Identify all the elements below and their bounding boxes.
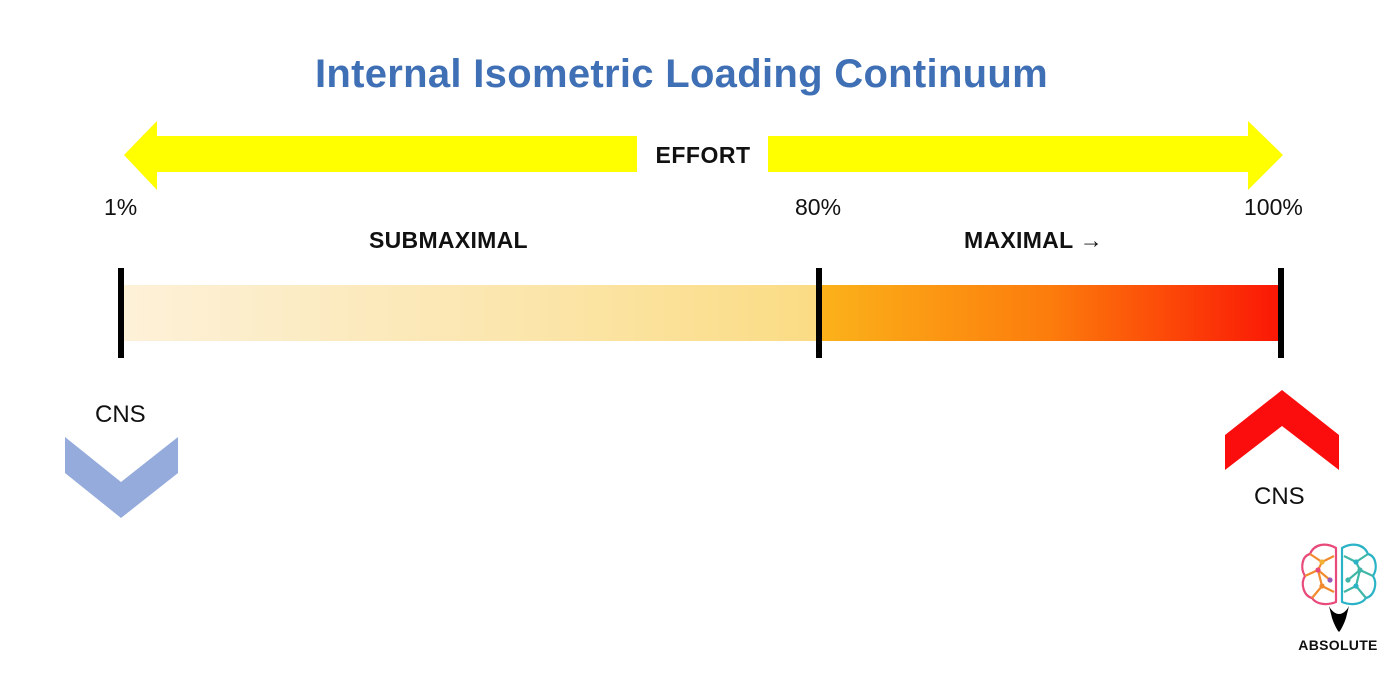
brain-logo-icon bbox=[1301, 543, 1377, 632]
submaximal-label: SUBMAXIMAL bbox=[369, 227, 528, 253]
cns-right-label: CNS bbox=[1254, 483, 1305, 510]
tick-1-percent bbox=[118, 268, 124, 358]
logo-text: ABSOLUTE bbox=[1298, 637, 1378, 653]
tick-100-percent bbox=[1278, 268, 1284, 358]
effort-arrow-left bbox=[124, 121, 637, 190]
percent-marker-1: 1% bbox=[104, 194, 138, 220]
tick-80-percent bbox=[816, 268, 822, 358]
effort-arrow-right bbox=[768, 121, 1283, 190]
percent-marker-100: 100% bbox=[1244, 194, 1303, 220]
cns-left-label: CNS bbox=[95, 401, 146, 428]
chevron-up-icon bbox=[1225, 390, 1339, 470]
effort-double-arrow-icon bbox=[124, 121, 1283, 190]
maximal-bar bbox=[820, 285, 1280, 341]
page-title: Internal Isometric Loading Continuum bbox=[314, 52, 1049, 96]
submaximal-bar bbox=[124, 285, 818, 341]
percent-marker-80: 80% bbox=[795, 194, 842, 220]
chevron-down-icon bbox=[65, 437, 178, 518]
maximal-label: MAXIMAL → bbox=[964, 227, 1103, 253]
effort-label: EFFORT bbox=[655, 142, 751, 168]
